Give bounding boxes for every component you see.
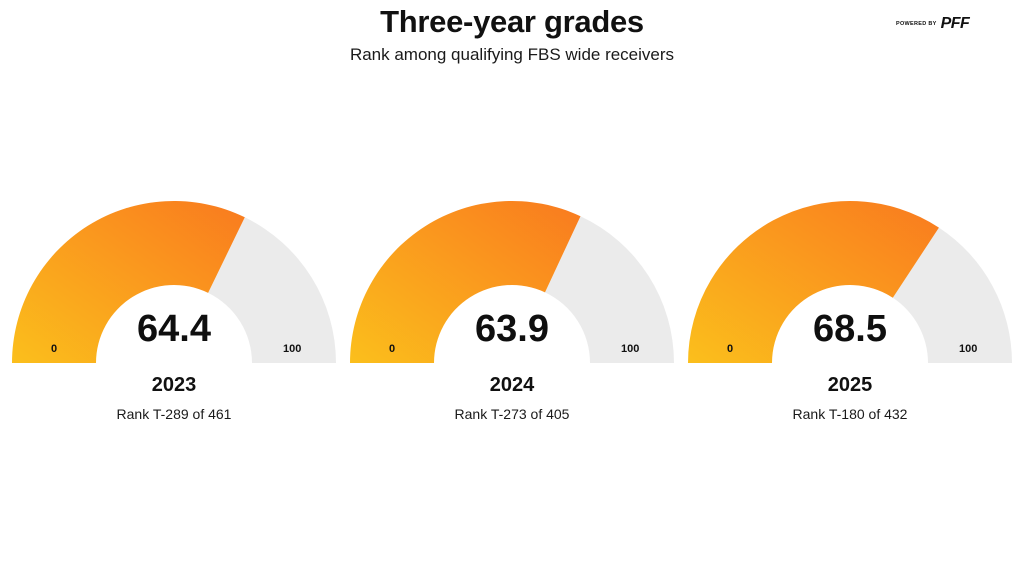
gauge-svg bbox=[12, 200, 336, 363]
gauge-year: 2023 bbox=[151, 374, 197, 396]
gauge-track bbox=[208, 217, 336, 363]
chart-subtitle: Rank among qualifying FBS wide receivers bbox=[349, 45, 675, 64]
gauge-max-label: 100 bbox=[283, 343, 302, 355]
powered-by-label: POWERED BY bbox=[896, 21, 937, 27]
gauge-rank: Rank T-273 of 405 bbox=[454, 406, 570, 422]
gauge-year: 2024 bbox=[489, 374, 535, 396]
gauge-min-label: 0 bbox=[51, 343, 58, 355]
chart-title: Three-year grades bbox=[380, 4, 644, 39]
gauge-max-label: 100 bbox=[621, 343, 640, 355]
gauge-svg bbox=[688, 201, 1012, 363]
gauge-year: 2025 bbox=[827, 374, 873, 396]
gauge-fill bbox=[688, 201, 939, 363]
gauge-2025: 0 100 68.5 2025 Rank T-180 of 432 bbox=[687, 200, 1013, 430]
gauge-value: 63.9 bbox=[475, 308, 549, 350]
pff-logo: PFF bbox=[940, 15, 970, 32]
gauge-fill bbox=[350, 200, 581, 363]
gauge-svg bbox=[350, 200, 674, 363]
gauge-track bbox=[544, 216, 674, 363]
gauge-rank: Rank T-289 of 461 bbox=[116, 406, 232, 422]
gauge-max-label: 100 bbox=[959, 343, 978, 355]
gauge-min-label: 0 bbox=[389, 343, 396, 355]
gauge-value: 68.5 bbox=[813, 308, 887, 350]
gauge-value: 64.4 bbox=[137, 308, 211, 350]
gauge-2023: 0 100 64.4 2023 Rank T-289 of 461 bbox=[11, 200, 337, 430]
gauge-track bbox=[892, 227, 1012, 363]
pff-brand-logo: POWERED BY PFF bbox=[896, 15, 992, 33]
gauge-rank: Rank T-180 of 432 bbox=[792, 406, 908, 422]
gauge-fill bbox=[12, 200, 245, 363]
gauge-2024: 0 100 63.9 2024 Rank T-273 of 405 bbox=[349, 200, 675, 430]
gauge-min-label: 0 bbox=[727, 343, 734, 355]
